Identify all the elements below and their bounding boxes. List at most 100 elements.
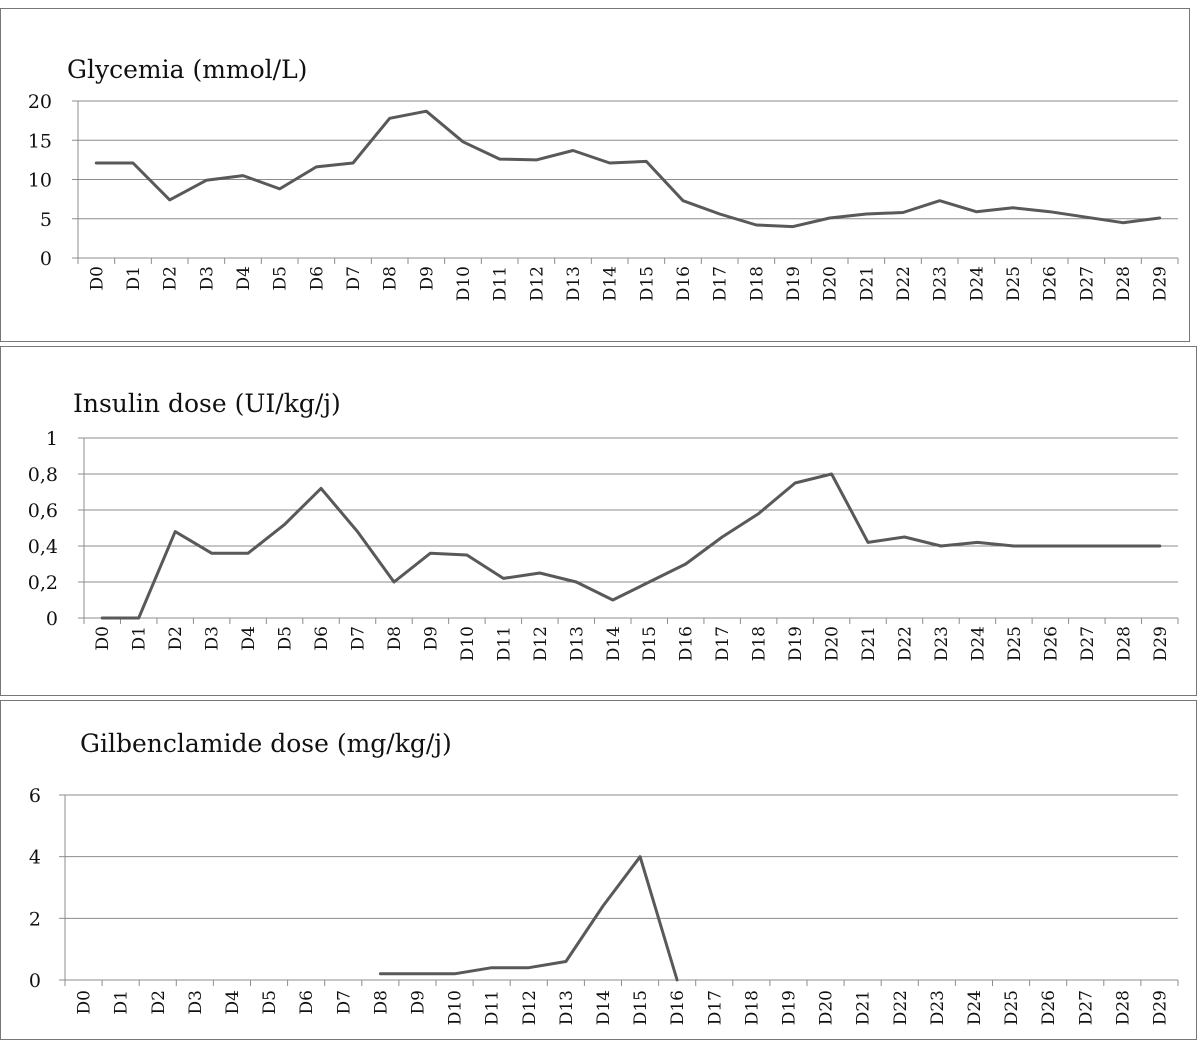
gilbenclamide-chart: Gilbenclamide dose (mg/kg/j) 0 2 4 6 D0 D1 D2… [29, 729, 1179, 1025]
insulin-chart-frame [0, 346, 1197, 696]
gilbenclamide-x-tick-label: D17 [705, 990, 725, 1025]
insulin-x-tick-label: D7 [349, 626, 369, 650]
gilbenclamide-x-tick-label: D19 [779, 990, 799, 1025]
gilbenclamide-x-tick-label: D25 [1002, 990, 1022, 1025]
gilbenclamide-x-tick-label: D23 [928, 990, 948, 1025]
glycemia-x-tick-label: D18 [747, 266, 767, 301]
glycemia-chart-frame [0, 8, 1190, 342]
insulin-x-tick-label: D6 [312, 626, 332, 650]
gilbenclamide-chart-title: Gilbenclamide dose (mg/kg/j) [80, 729, 452, 758]
insulin-x-tick-label: D23 [932, 626, 952, 661]
insulin-y-tick-label: 1 [46, 428, 58, 450]
gilbenclamide-x-tick-label: D6 [297, 990, 317, 1014]
insulin-x-tick-label: D8 [385, 626, 405, 650]
insulin-x-tick-label: D9 [421, 626, 441, 650]
glycemia-y-tick-label: 0 [40, 248, 52, 270]
gilbenclamide-x-tick-label: D5 [260, 990, 280, 1014]
gilbenclamide-x-tick-label: D15 [631, 990, 651, 1025]
gilbenclamide-chart-frame [0, 700, 1197, 1040]
insulin-y-tick-label: 0,4 [28, 536, 58, 558]
gilbenclamide-panel: Gilbenclamide dose (mg/kg/j) 0 2 4 6 D0 D1 D2… [0, 700, 1197, 1040]
insulin-x-tick-label: D20 [823, 626, 843, 661]
insulin-x-tick-label: D28 [1114, 626, 1134, 661]
insulin-x-tick-label: D1 [130, 626, 150, 650]
gilbenclamide-x-tick-label: D28 [1113, 990, 1133, 1025]
insulin-x-tick-label: D27 [1078, 626, 1098, 661]
insulin-x-tick-label: D0 [93, 626, 113, 650]
glycemia-x-tick-label: D5 [271, 266, 291, 290]
insulin-x-tick-label: D5 [276, 626, 296, 650]
glycemia-chart-title: Glycemia (mmol/L) [67, 55, 307, 84]
glycemia-x-tick-label: D23 [931, 266, 951, 301]
glycemia-x-tick-label: D3 [197, 266, 217, 290]
gilbenclamide-x-tick-label: D24 [965, 990, 985, 1025]
insulin-panel: Insulin dose (UI/kg/j) 0 0,2 0,4 0,6 0,8 1 D0… [0, 346, 1197, 696]
insulin-x-tick-label: D17 [713, 626, 733, 661]
insulin-x-tick-label: D10 [458, 626, 478, 661]
glycemia-x-tick-label: D10 [454, 266, 474, 301]
glycemia-x-tick-label: D1 [124, 266, 144, 290]
gilbenclamide-x-tick-label: D16 [668, 990, 688, 1025]
glycemia-panel: Glycemia (mmol/L) 0 5 10 15 20 D0 D1 D2 D3 D4 D5 D… [0, 8, 1197, 342]
glycemia-y-tick-label: 5 [40, 209, 52, 231]
glycemia-y-tick-label: 15 [28, 130, 52, 152]
insulin-series-line [100, 472, 1162, 620]
glycemia-x-tick-label: D20 [821, 266, 841, 301]
insulin-x-tick-label: D11 [494, 626, 514, 661]
glycemia-x-tick-label: D0 [87, 266, 107, 290]
insulin-x-tick-label: D18 [750, 626, 770, 661]
insulin-x-tick-label: D12 [531, 626, 551, 661]
glycemia-x-tick-label: D4 [234, 266, 254, 290]
insulin-x-tick-label: D24 [968, 626, 988, 661]
gilbenclamide-y-tick-label: 4 [29, 847, 41, 869]
insulin-x-tick-label: D22 [896, 626, 916, 661]
glycemia-x-tick-label: D26 [1041, 266, 1061, 301]
glycemia-x-tick-label: D15 [637, 266, 657, 301]
glycemia-series-line [94, 109, 1162, 229]
insulin-x-tick-label: D16 [677, 626, 697, 661]
glycemia-y-tick-label: 10 [28, 170, 52, 192]
gilbenclamide-x-tick-label: D18 [742, 990, 762, 1025]
glycemia-x-tick-label: D14 [601, 266, 621, 301]
gilbenclamide-x-tick-label: D20 [817, 990, 837, 1025]
insulin-y-tick-label: 0 [46, 608, 58, 630]
glycemia-x-tick-label: D19 [784, 266, 804, 301]
glycemia-x-tick-label: D12 [527, 266, 547, 301]
glycemia-x-tick-label: D11 [491, 266, 511, 301]
insulin-x-tick-label: D3 [203, 626, 223, 650]
glycemia-x-tick-label: D21 [857, 266, 877, 301]
gilbenclamide-x-tick-label: D29 [1150, 990, 1170, 1025]
insulin-y-tick-label: 0,8 [28, 464, 58, 486]
gilbenclamide-x-tick-label: D10 [446, 990, 466, 1025]
gilbenclamide-x-tick-label: D14 [594, 990, 614, 1025]
gilbenclamide-series-line [378, 855, 679, 982]
glycemia-x-tick-label: D24 [967, 266, 987, 301]
glycemia-x-tick-label: D25 [1004, 266, 1024, 301]
gilbenclamide-x-tick-label: D12 [520, 990, 540, 1025]
gilbenclamide-x-tick-label: D7 [334, 990, 354, 1014]
gilbenclamide-x-tick-label: D8 [371, 990, 391, 1014]
glycemia-x-tick-label: D2 [161, 266, 181, 290]
gilbenclamide-x-tick-label: D4 [223, 990, 243, 1014]
glycemia-x-tick-label: D29 [1151, 266, 1171, 301]
gilbenclamide-x-tick-label: D13 [557, 990, 577, 1025]
gilbenclamide-x-tick-label: D3 [186, 990, 206, 1014]
insulin-x-tick-label: D15 [640, 626, 660, 661]
insulin-x-tick-label: D26 [1041, 626, 1061, 661]
gilbenclamide-y-tick-label: 0 [29, 970, 41, 992]
insulin-y-tick-label: 0,6 [28, 500, 58, 522]
glycemia-x-tick-label: D16 [674, 266, 694, 301]
glycemia-x-tick-label: D17 [711, 266, 731, 301]
glycemia-y-tick-label: 20 [28, 91, 52, 113]
gilbenclamide-x-tick-label: D0 [75, 990, 95, 1014]
glycemia-x-tick-label: D9 [417, 266, 437, 290]
insulin-x-tick-label: D4 [239, 626, 259, 650]
insulin-x-tick-label: D25 [1005, 626, 1025, 661]
glycemia-x-tick-label: D22 [894, 266, 914, 301]
gilbenclamide-y-tick-label: 2 [29, 908, 41, 930]
gilbenclamide-y-tick-label: 6 [29, 785, 41, 807]
glycemia-chart: Glycemia (mmol/L) 0 5 10 15 20 D0 D1 D2 D3 D4 D5 D… [28, 55, 1179, 301]
glycemia-x-tick-label: D28 [1114, 266, 1134, 301]
insulin-x-tick-label: D29 [1151, 626, 1171, 661]
insulin-x-tick-label: D19 [786, 626, 806, 661]
